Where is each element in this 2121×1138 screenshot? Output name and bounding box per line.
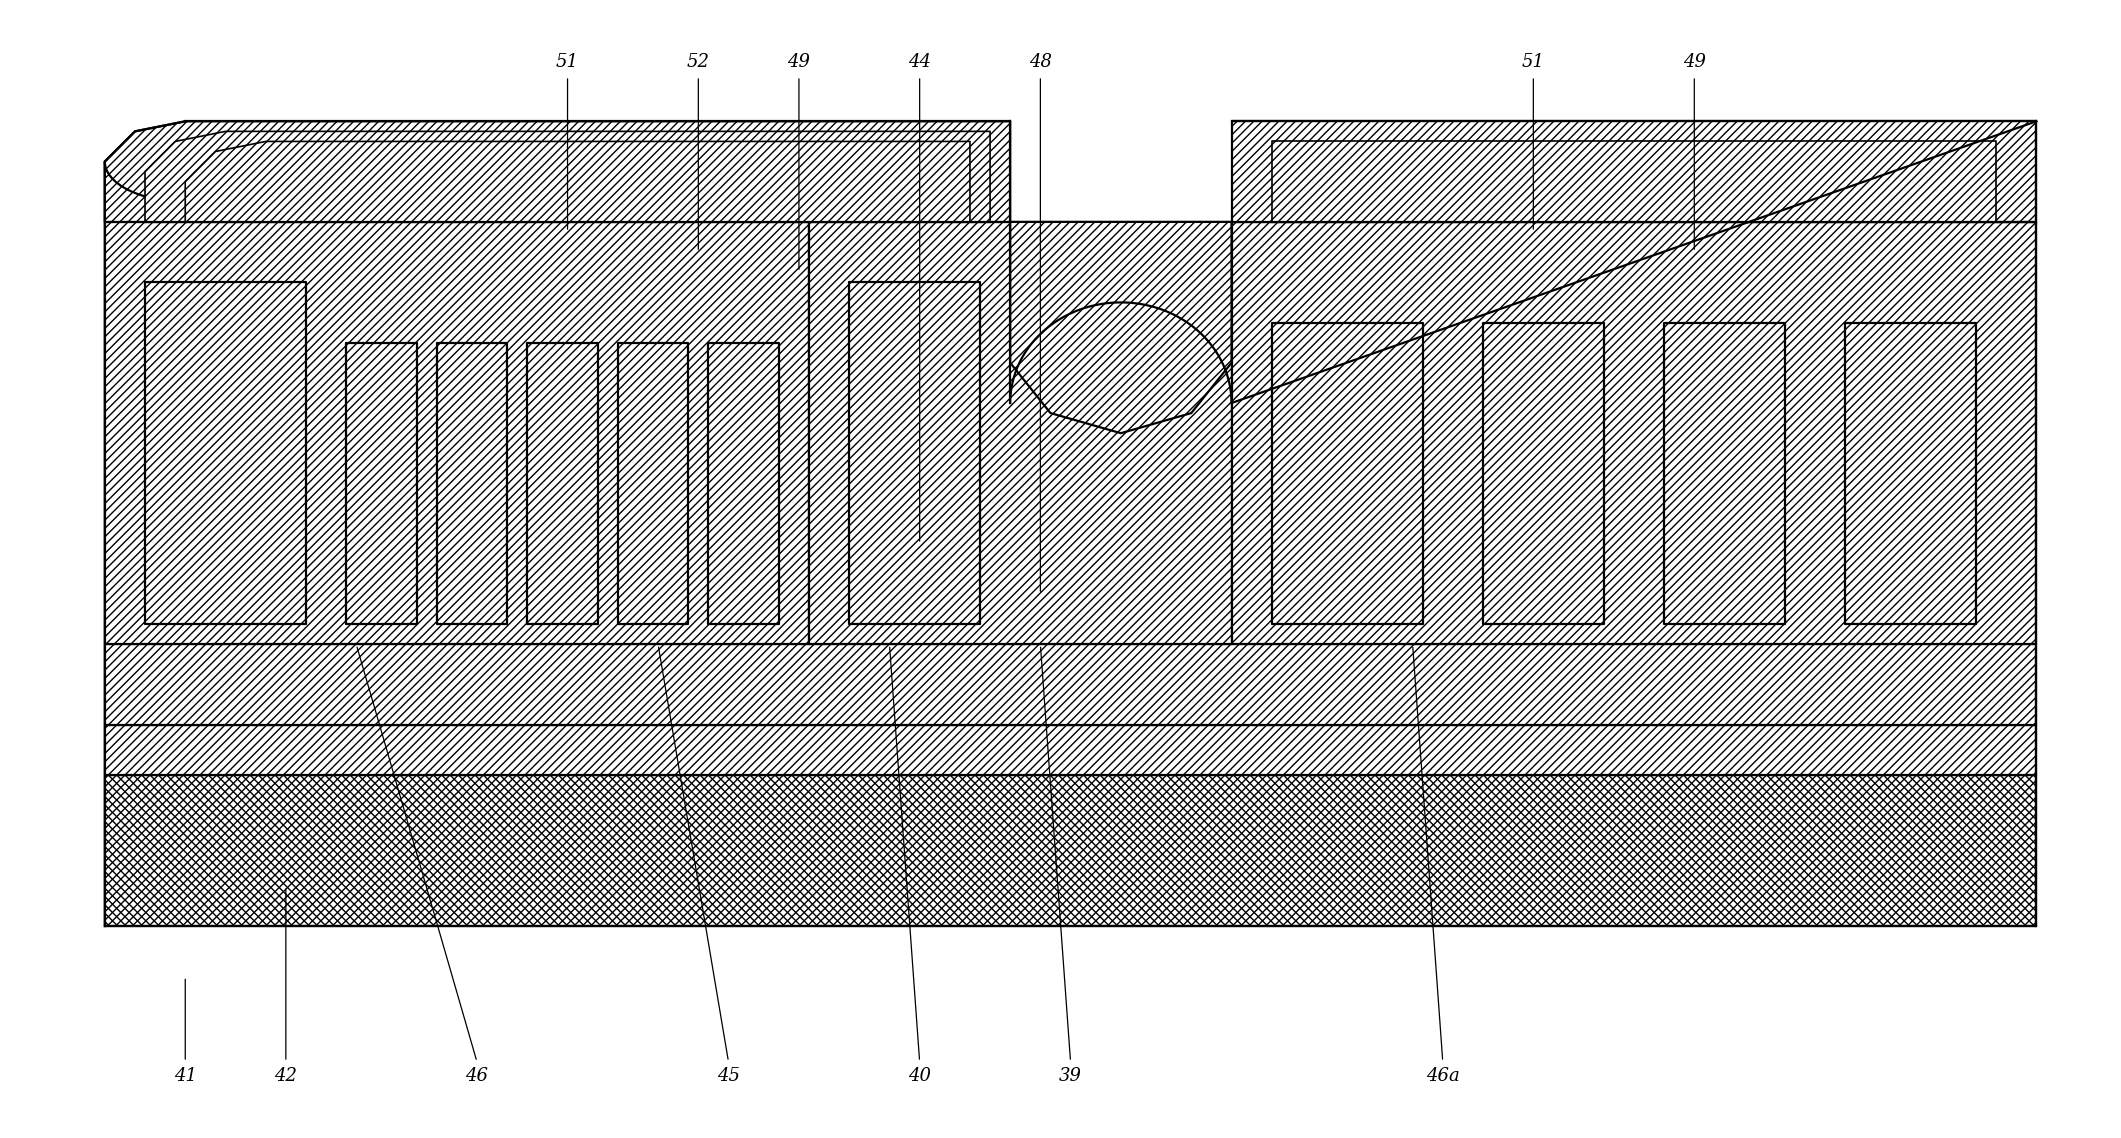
Text: 40: 40: [908, 1067, 931, 1085]
Polygon shape: [437, 343, 507, 625]
Text: 51: 51: [1523, 53, 1544, 71]
Text: 46a: 46a: [1425, 1067, 1459, 1085]
Polygon shape: [144, 282, 305, 625]
Polygon shape: [808, 222, 1232, 644]
Text: 39: 39: [1058, 1067, 1082, 1085]
Polygon shape: [617, 343, 689, 625]
Polygon shape: [1483, 322, 1603, 625]
Polygon shape: [1845, 322, 1977, 625]
Text: 51: 51: [556, 53, 579, 71]
Polygon shape: [104, 775, 2036, 926]
Text: 48: 48: [1029, 53, 1052, 71]
Polygon shape: [848, 282, 980, 625]
Polygon shape: [1273, 322, 1423, 625]
Polygon shape: [1232, 222, 2036, 644]
Polygon shape: [528, 343, 598, 625]
Text: 49: 49: [787, 53, 810, 71]
Text: 42: 42: [274, 1067, 297, 1085]
Polygon shape: [346, 343, 416, 625]
Polygon shape: [104, 222, 808, 644]
Text: 44: 44: [908, 53, 931, 71]
Polygon shape: [104, 122, 1010, 222]
Polygon shape: [104, 644, 2036, 725]
Polygon shape: [144, 131, 991, 222]
Text: 52: 52: [687, 53, 711, 71]
Text: 45: 45: [717, 1067, 740, 1085]
Polygon shape: [104, 725, 2036, 775]
Polygon shape: [185, 141, 969, 222]
Polygon shape: [1010, 222, 1232, 434]
Polygon shape: [708, 343, 778, 625]
Text: 46: 46: [464, 1067, 488, 1085]
Polygon shape: [1232, 122, 2036, 222]
Polygon shape: [1665, 322, 1786, 625]
Text: 49: 49: [1682, 53, 1705, 71]
Polygon shape: [1273, 141, 1996, 222]
Text: 41: 41: [174, 1067, 197, 1085]
